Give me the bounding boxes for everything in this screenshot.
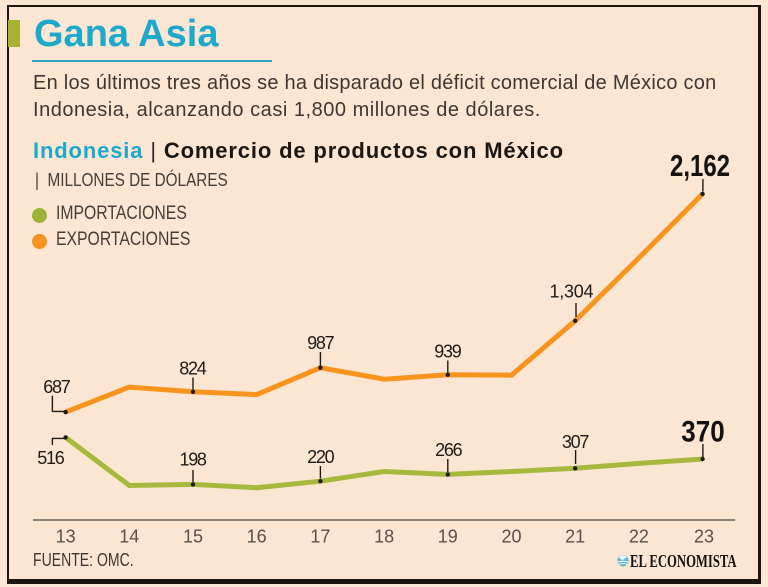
svg-text:2,162: 2,162 — [670, 148, 730, 183]
svg-text:1,304: 1,304 — [550, 282, 594, 302]
svg-text:307: 307 — [562, 432, 590, 452]
svg-text:687: 687 — [43, 377, 71, 397]
svg-text:198: 198 — [179, 450, 207, 470]
svg-text:14: 14 — [119, 527, 139, 547]
svg-text:266: 266 — [435, 440, 463, 460]
svg-text:516: 516 — [37, 448, 65, 468]
svg-text:939: 939 — [434, 342, 462, 362]
svg-text:20: 20 — [501, 527, 521, 547]
svg-text:17: 17 — [310, 527, 330, 547]
svg-text:824: 824 — [179, 359, 207, 379]
svg-text:13: 13 — [56, 527, 76, 547]
svg-text:19: 19 — [438, 527, 458, 547]
svg-text:987: 987 — [307, 333, 335, 353]
svg-text:18: 18 — [374, 527, 394, 547]
svg-text:220: 220 — [307, 447, 335, 467]
svg-text:370: 370 — [681, 415, 724, 448]
svg-text:16: 16 — [247, 527, 267, 547]
svg-text:22: 22 — [629, 527, 649, 547]
svg-text:23: 23 — [694, 527, 714, 547]
svg-text:15: 15 — [183, 527, 203, 547]
svg-text:21: 21 — [565, 527, 585, 547]
